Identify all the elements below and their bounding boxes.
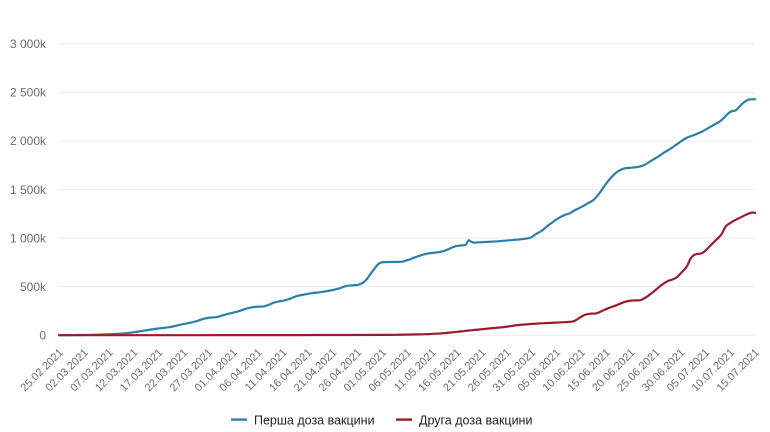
- svg-text:1 500k: 1 500k: [10, 183, 47, 197]
- svg-text:2 000k: 2 000k: [10, 134, 47, 148]
- svg-text:Перша доза вакцини: Перша доза вакцини: [254, 414, 375, 428]
- svg-text:1 000k: 1 000k: [10, 231, 47, 245]
- svg-text:2 500k: 2 500k: [10, 86, 47, 100]
- svg-text:Друга доза вакцини: Друга доза вакцини: [419, 414, 532, 428]
- svg-text:500k: 500k: [20, 280, 47, 294]
- svg-text:3 000k: 3 000k: [10, 37, 47, 51]
- svg-text:0: 0: [39, 328, 46, 342]
